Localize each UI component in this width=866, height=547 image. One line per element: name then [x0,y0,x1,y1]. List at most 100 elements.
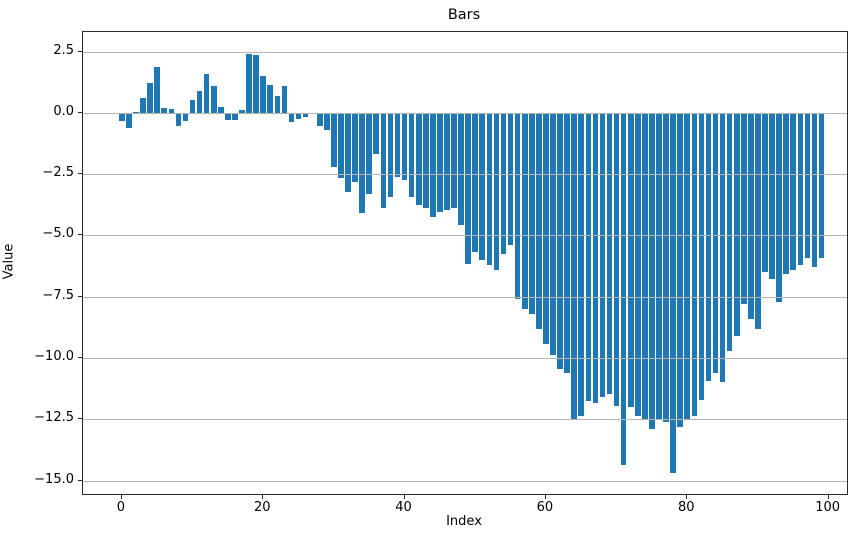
y-tick-label: −7.5 [42,287,74,303]
bar [606,112,613,394]
bar [437,112,443,212]
y-tick-label: −2.5 [42,165,74,181]
bar [465,112,471,264]
bar [613,112,620,406]
x-tick-mark [827,495,829,499]
bar [592,112,599,404]
bar [684,112,691,421]
bar [656,112,662,421]
bar [189,100,196,113]
bar [295,112,302,120]
bar [140,98,146,113]
y-tick-label: −15.0 [34,471,74,487]
bar [783,112,790,274]
bar [203,74,210,113]
gridline [83,235,847,237]
gridline [83,174,847,176]
bar [246,53,252,113]
bar [260,76,267,113]
bar [408,112,415,197]
bar [387,112,394,197]
bar [627,112,634,407]
bar [755,112,761,329]
bar [331,112,337,167]
bar [550,112,556,356]
bar [762,112,768,273]
bar [281,85,288,113]
y-tick-mark [78,111,82,113]
bar [521,112,528,309]
bar [288,112,295,123]
bar [458,112,464,226]
bar [599,112,606,398]
bar [338,112,344,179]
bar [726,112,733,351]
y-tick-mark [78,173,82,175]
bar [239,110,245,113]
y-tick-label: 2.5 [53,42,74,58]
bar [748,112,754,319]
bar [740,112,747,305]
bar [401,112,408,180]
bar [536,112,542,329]
bar [451,112,457,209]
bar [507,112,514,246]
plot-area [82,31,848,495]
x-tick-label: 40 [395,500,412,515]
x-tick-label: 100 [815,500,841,515]
bar [119,112,125,122]
bar [818,112,825,259]
bar [316,112,323,127]
y-tick-mark [78,234,82,236]
bar [352,112,358,183]
bar [797,112,804,266]
x-tick-mark [262,495,264,499]
bar [649,112,655,430]
bar [161,107,168,113]
bar [147,82,153,113]
bar [571,112,577,421]
bar [217,107,224,113]
bar [634,112,641,416]
y-tick-label: −5.0 [42,226,74,242]
bar [543,112,549,344]
bar [324,112,330,130]
bar [380,112,387,209]
x-tick-mark [403,495,405,499]
bar [670,112,676,474]
bar [712,112,719,373]
x-tick-mark [544,495,546,499]
gridline [83,112,847,114]
gridline [83,357,847,359]
bar [422,112,429,209]
gridline [83,51,847,53]
bar [472,112,479,252]
x-tick-mark [686,495,688,499]
y-tick-mark [78,50,82,52]
bar [677,112,684,427]
bar [345,112,351,192]
bar [126,112,132,128]
bar [444,112,450,211]
bar [663,112,669,422]
x-tick-label: 0 [116,500,125,515]
bar [373,112,380,155]
bar [232,112,238,121]
x-tick-mark [120,495,122,499]
bar [168,109,175,113]
bar [564,112,570,373]
bar [415,112,422,206]
bar [811,112,818,268]
bar [642,112,648,421]
bar [154,67,161,113]
gridline [83,480,847,482]
x-axis-label: Index [446,514,482,529]
bar [514,112,521,300]
gridline [83,296,847,298]
y-tick-label: 0.0 [53,103,74,119]
bar [302,112,309,118]
y-tick-mark [78,356,82,358]
bar [804,112,811,259]
bar [210,85,217,113]
